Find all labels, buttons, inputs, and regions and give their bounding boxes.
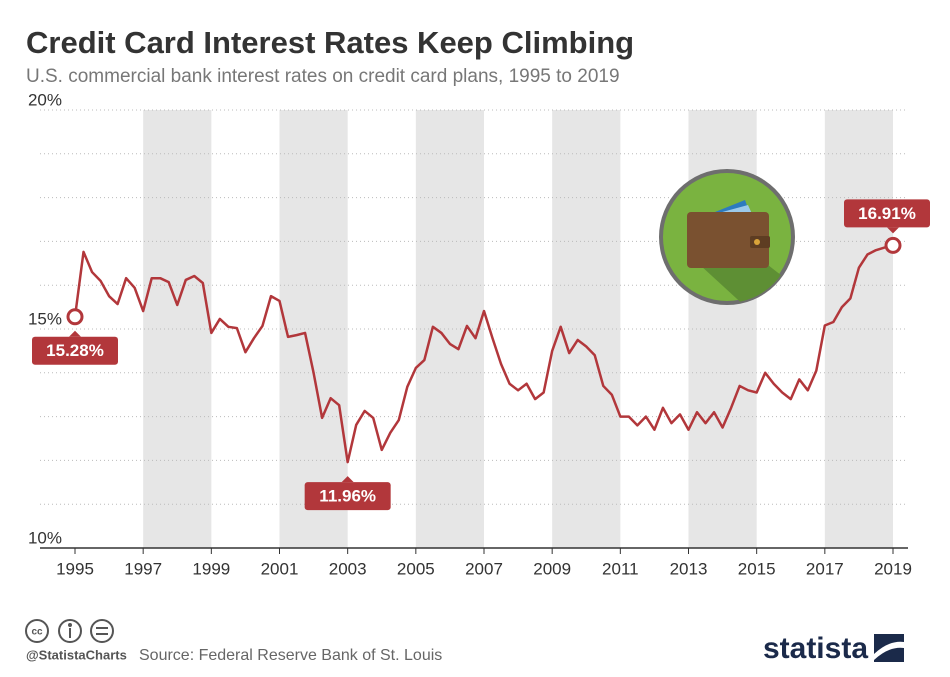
x-tick-label: 1997 — [124, 559, 162, 578]
source: Source: Federal Reserve Bank of St. Loui… — [139, 647, 442, 664]
x-tick-label: 2007 — [465, 559, 503, 578]
chart-title: Credit Card Interest Rates Keep Climbing — [26, 25, 634, 60]
shaded-band — [824, 110, 893, 548]
data-label: 15.28% — [46, 341, 104, 360]
handle: @StatistaCharts — [26, 647, 127, 662]
license-icons: cc — [25, 619, 114, 643]
x-tick-label: 2009 — [533, 559, 571, 578]
shaded-band — [415, 110, 484, 548]
brand-mark — [874, 634, 904, 662]
label-box — [32, 336, 118, 365]
x-tick-label: 2005 — [397, 559, 435, 578]
label-pointer — [887, 227, 899, 234]
x-tick-label: 2015 — [738, 559, 776, 578]
x-tick-label: 2001 — [261, 559, 299, 578]
x-tick-label: 1999 — [192, 559, 230, 578]
svg-text:cc: cc — [31, 627, 43, 638]
data-line — [73, 244, 894, 464]
data-label: 16.91% — [858, 204, 916, 223]
point-marker — [66, 308, 84, 326]
label-box — [844, 199, 930, 228]
x-tick-label: 1995 — [56, 559, 94, 578]
label-box — [304, 482, 391, 511]
brand-logo: statista — [763, 632, 868, 665]
x-tick-label: 2017 — [806, 559, 844, 578]
shaded-band — [143, 110, 212, 548]
y-tick-label: 15% — [28, 309, 62, 328]
point-marker — [884, 236, 902, 254]
wallet-icon — [659, 169, 795, 305]
x-tick-label: 2011 — [602, 559, 639, 578]
x-tick-label: 2003 — [329, 559, 367, 578]
label-pointer — [341, 476, 354, 483]
y-tick-label: 20% — [28, 90, 62, 109]
chart-subtitle: U.S. commercial bank interest rates on c… — [26, 66, 620, 87]
label-pointer — [69, 330, 81, 337]
x-tick-label: 2013 — [670, 559, 708, 578]
plot-area: 10% 15% 20% 1995 1997 1999 2001 2003 2005 2007 200… — [28, 90, 930, 578]
data-label: 11.96% — [319, 487, 376, 506]
y-tick-label: 10% — [28, 528, 62, 547]
x-tick-label: 2019 — [874, 559, 912, 578]
